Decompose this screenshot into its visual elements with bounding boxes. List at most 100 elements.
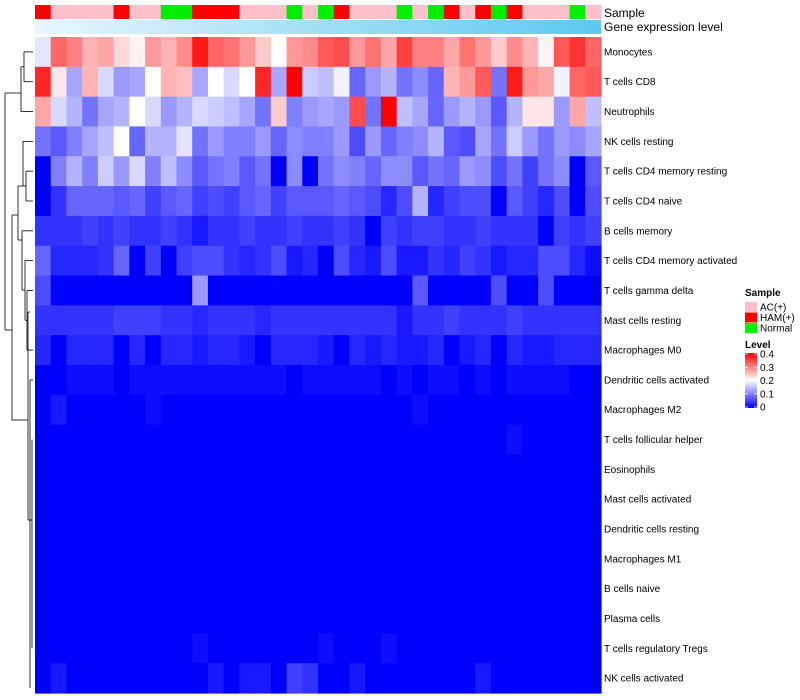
heatmap-cell	[239, 484, 256, 515]
heatmap-cell	[145, 365, 162, 396]
heatmap-cell	[286, 424, 303, 456]
heatmap-cell	[129, 424, 146, 456]
heatmap-cell	[255, 96, 272, 128]
heatmap-cell	[207, 543, 225, 575]
heatmap-cell	[145, 394, 162, 426]
heatmap-cell	[160, 245, 178, 277]
heatmap-cell	[192, 96, 209, 128]
heatmap-cell	[553, 514, 571, 545]
heatmap-cell	[490, 37, 508, 68]
heatmap-cell	[286, 305, 303, 336]
heatmap-cell	[490, 186, 508, 217]
heatmap-cell	[129, 603, 146, 634]
sample-annotation-bar	[35, 5, 602, 19]
heatmap-cell	[396, 573, 413, 605]
heatmap-cell	[365, 603, 382, 634]
heatmap-cell	[50, 305, 68, 336]
heatmap-cell	[176, 305, 193, 336]
heatmap-cell	[506, 573, 523, 605]
heatmap-cell	[475, 603, 492, 634]
heatmap-cell	[270, 663, 288, 694]
heatmap-cell	[459, 305, 476, 336]
heatmap-cell	[50, 126, 68, 157]
heatmap-cell	[255, 573, 272, 605]
heatmap-cell	[396, 245, 413, 277]
heatmap-cell	[443, 663, 461, 694]
heatmap-cell	[333, 215, 351, 247]
heatmap-cell	[145, 454, 162, 485]
heatmap-cell	[522, 37, 539, 68]
heatmap-cell	[428, 156, 445, 187]
heatmap-cell	[145, 305, 162, 336]
heatmap-cell	[506, 275, 523, 306]
heatmap-cell	[506, 156, 523, 187]
heatmap-cell	[506, 633, 523, 664]
heatmap-cell	[412, 305, 429, 336]
heatmap-cell	[475, 215, 492, 247]
sample-annotation-cell	[160, 5, 178, 19]
heatmap-cell	[255, 454, 272, 485]
heatmap-cell	[506, 454, 523, 485]
heatmap-cell	[129, 394, 146, 426]
heatmap-cell	[129, 365, 146, 396]
heatmap-cell	[490, 275, 508, 306]
heatmap-cell	[443, 37, 461, 68]
heatmap-cell	[538, 663, 555, 694]
heatmap-cell	[160, 365, 178, 396]
heatmap-cell	[50, 275, 68, 306]
heatmap-cell	[318, 573, 335, 605]
heatmap-cell	[506, 126, 523, 157]
sample-annotation-cell	[459, 5, 476, 19]
row-label: T cells CD4 memory resting	[604, 167, 727, 178]
heatmap-cell	[286, 633, 303, 664]
heatmap-cell	[380, 484, 398, 515]
heatmap-cell	[318, 275, 335, 306]
heatmap-cell	[239, 394, 256, 426]
heatmap-cell	[428, 186, 445, 217]
heatmap-cell	[66, 514, 83, 545]
heatmap-cell	[412, 603, 429, 634]
heatmap-cell	[459, 245, 476, 277]
sample-annotation-cell	[538, 5, 555, 19]
sample-annotation-cell	[585, 5, 602, 19]
heatmap-cell	[50, 633, 68, 664]
heatmap-cell	[396, 156, 413, 187]
heatmap-cell	[176, 573, 193, 605]
sample-annotation-cell	[412, 5, 429, 19]
heatmap-cell	[553, 96, 571, 128]
heatmap-cell	[396, 633, 413, 664]
heatmap-cell	[365, 663, 382, 694]
heatmap-cell	[475, 633, 492, 664]
heatmap-cell	[569, 514, 586, 545]
heatmap-cell	[255, 335, 272, 366]
heatmap-cell	[286, 454, 303, 485]
heatmap-cell	[286, 186, 303, 217]
row-label: Macrophages M2	[604, 405, 682, 416]
heatmap-cell	[270, 186, 288, 217]
heatmap-cell	[585, 245, 602, 277]
heatmap-cell	[459, 514, 476, 545]
heatmap-cell	[239, 156, 256, 187]
heatmap-cell	[459, 215, 476, 247]
heatmap-cell	[50, 484, 68, 515]
heatmap-cell	[113, 66, 130, 98]
heatmap-cell	[50, 394, 68, 426]
sample-annotation-label: Sample	[604, 6, 645, 20]
heatmap-cell	[318, 186, 335, 217]
heatmap-cell	[176, 663, 193, 694]
heatmap-cell	[318, 96, 335, 128]
heatmap-cell	[255, 156, 272, 187]
heatmap-cell	[459, 484, 476, 515]
heatmap-cell	[176, 245, 193, 277]
heatmap-cell	[459, 543, 476, 575]
sample-legend-swatch	[745, 302, 757, 312]
heatmap-cell	[349, 245, 366, 277]
heatmap-cell	[82, 543, 99, 575]
heatmap-cell	[145, 543, 162, 575]
sample-annotation-cell	[349, 5, 366, 19]
heatmap-cell	[522, 543, 539, 575]
heatmap-cell	[129, 186, 146, 217]
heatmap-cell	[475, 66, 492, 98]
heatmap-cell	[35, 215, 52, 247]
heatmap-cell	[160, 126, 178, 157]
